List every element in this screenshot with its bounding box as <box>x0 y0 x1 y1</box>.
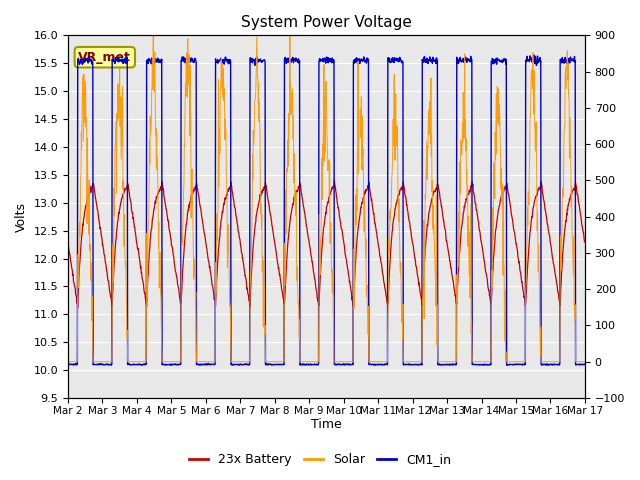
Legend: 23x Battery, Solar, CM1_in: 23x Battery, Solar, CM1_in <box>184 448 456 471</box>
Y-axis label: Volts: Volts <box>15 202 28 232</box>
Text: VR_met: VR_met <box>78 51 131 64</box>
X-axis label: Time: Time <box>311 419 342 432</box>
Title: System Power Voltage: System Power Voltage <box>241 15 412 30</box>
